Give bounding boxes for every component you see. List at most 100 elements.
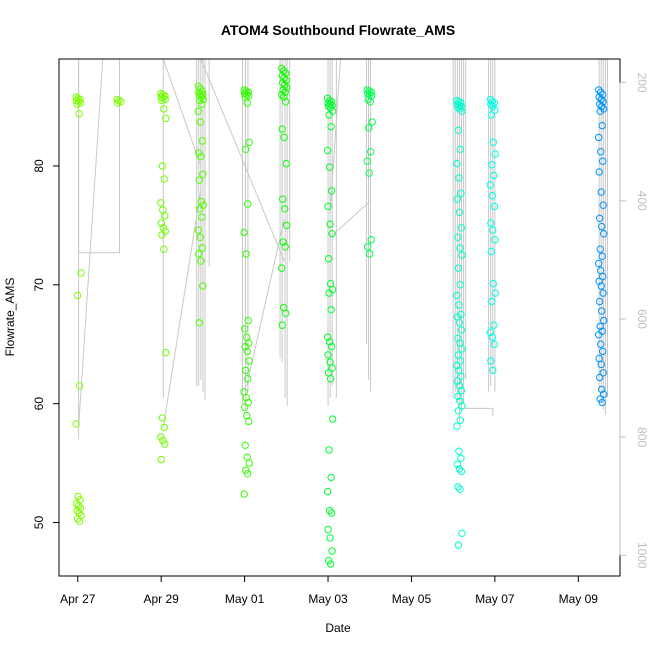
data-point (326, 104, 335, 112)
data-point (487, 100, 495, 108)
secondary-y-axis: 200 400 600 800 1000 (619, 73, 649, 569)
data-point (487, 357, 495, 365)
series-group (595, 86, 608, 407)
data-point (457, 372, 465, 380)
data-point (195, 149, 203, 157)
data-point (595, 133, 603, 142)
data-point (325, 163, 334, 171)
data-point (597, 282, 605, 290)
data-point (194, 107, 203, 116)
data-point (458, 345, 466, 353)
data-point (457, 467, 466, 476)
data-point (243, 333, 251, 341)
data-point (323, 146, 332, 155)
data-point (454, 126, 463, 135)
data-point (597, 188, 605, 196)
data-point (487, 247, 495, 256)
data-point (325, 111, 333, 119)
data-point (324, 102, 333, 111)
data-point (195, 176, 204, 184)
data-point (596, 322, 604, 331)
data-point (161, 95, 170, 104)
data-point (161, 212, 169, 220)
data-point (326, 220, 334, 228)
data-point (599, 201, 607, 209)
data-point (457, 326, 466, 334)
data-point (453, 361, 461, 370)
data-point (199, 170, 207, 179)
data-point (488, 297, 496, 306)
data-point (281, 243, 289, 251)
y-tick-label: 60 (32, 397, 46, 411)
data-point (599, 272, 607, 281)
data-point (597, 148, 605, 156)
data-point (489, 279, 497, 288)
data-point (157, 93, 166, 101)
data-point (456, 145, 465, 154)
data-point (596, 245, 604, 253)
data-point (489, 138, 497, 146)
data-point (456, 281, 465, 289)
data-point (198, 244, 207, 252)
secondary-y-tick-label: 400 (635, 191, 649, 211)
data-point (598, 385, 606, 394)
data-point (245, 357, 253, 365)
data-point (595, 259, 603, 268)
data-point (454, 233, 462, 242)
data-point (456, 485, 464, 493)
data-point (597, 95, 605, 104)
data-point (489, 366, 497, 375)
data-point (162, 114, 170, 123)
data-point (241, 325, 249, 333)
data-point (242, 466, 250, 474)
data-point (490, 321, 498, 329)
data-point (595, 331, 603, 339)
data-point (75, 382, 84, 390)
data-point (324, 255, 333, 263)
data-point (278, 71, 286, 80)
data-point (160, 175, 169, 183)
data-point (326, 534, 334, 542)
data-point (323, 487, 332, 496)
data-point (596, 100, 604, 108)
y-tick-label: 50 (32, 516, 46, 530)
data-point (454, 483, 462, 491)
data-point (325, 338, 334, 346)
data-point (283, 221, 291, 230)
trace-segment (78, 58, 104, 428)
data-point (323, 333, 332, 341)
data-point (327, 342, 336, 351)
data-point (282, 98, 290, 106)
data-point (365, 124, 373, 132)
data-point (487, 111, 495, 119)
data-point (598, 307, 606, 315)
data-point (597, 340, 605, 348)
data-point (458, 529, 466, 537)
data-point (278, 125, 286, 133)
data-point (75, 110, 83, 118)
data-point (325, 289, 333, 297)
data-point (282, 309, 290, 317)
data-point (197, 257, 205, 265)
y-tick-label: 80 (32, 159, 46, 173)
data-point (490, 340, 498, 348)
data-point (113, 99, 122, 107)
trace-segment (162, 189, 202, 428)
x-tick-label: Apr 29 (144, 592, 180, 606)
data-point (324, 351, 332, 359)
series-group (194, 82, 208, 327)
data-point (367, 148, 375, 156)
data-point (74, 502, 83, 510)
data-point (242, 394, 250, 402)
data-point (77, 269, 85, 277)
data-point (599, 347, 607, 356)
data-point (278, 321, 286, 329)
series-group (157, 89, 170, 464)
data-point (455, 319, 464, 327)
data-point (325, 446, 333, 454)
data-point (194, 226, 203, 234)
series-group (113, 95, 125, 107)
data-point (488, 161, 496, 169)
data-point (325, 506, 334, 515)
